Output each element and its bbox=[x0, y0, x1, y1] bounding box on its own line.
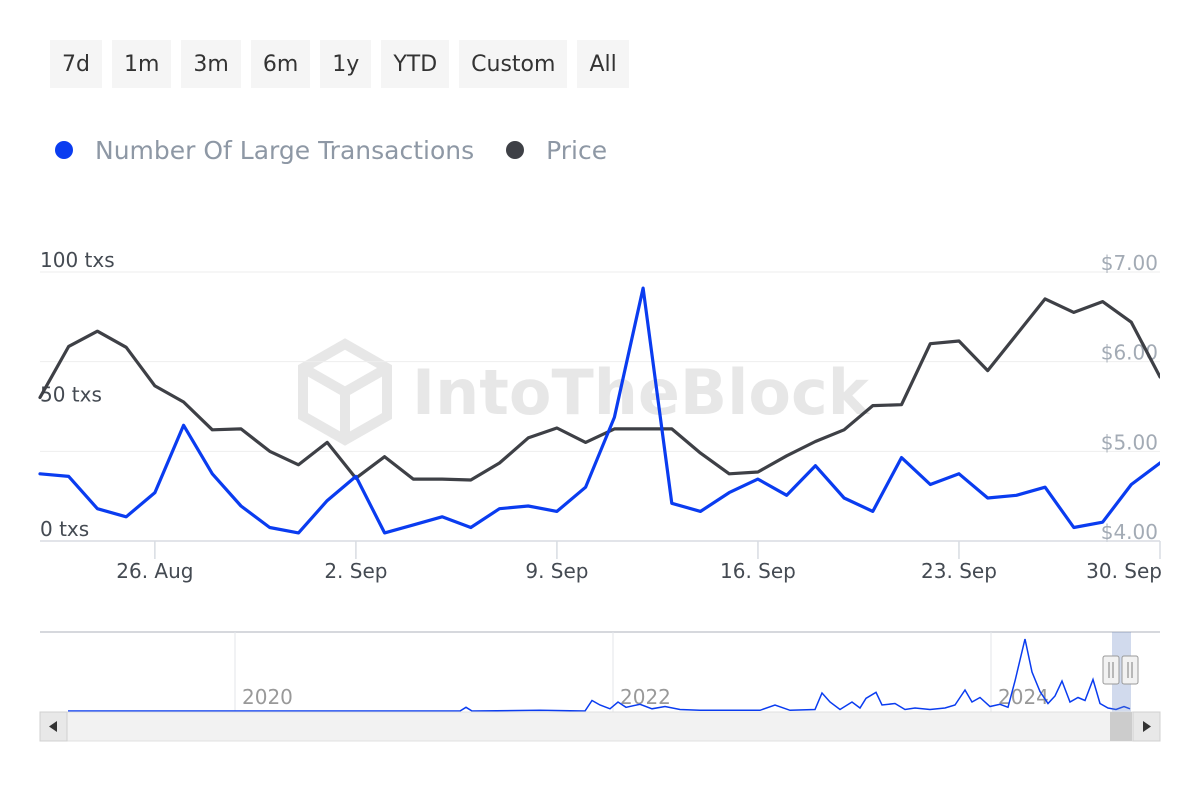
right-axis-tick-label: $5.00 bbox=[1101, 430, 1158, 454]
right-axis-tick-label: $6.00 bbox=[1101, 341, 1158, 365]
legend-item-number-of-large-transactions[interactable]: Number Of Large Transactions bbox=[55, 136, 474, 165]
range-button-6m[interactable]: 6m bbox=[250, 40, 311, 88]
navigator-scrollbar[interactable] bbox=[39, 711, 1161, 742]
chart-series bbox=[38, 286, 1160, 535]
x-axis-tick-label: 23. Sep bbox=[921, 559, 997, 583]
scrollbar-track[interactable] bbox=[39, 711, 1161, 742]
series-line-price bbox=[38, 297, 1160, 482]
range-button-3m[interactable]: 3m bbox=[181, 40, 241, 88]
legend-label: Number Of Large Transactions bbox=[95, 135, 475, 165]
right-axis-tick-label: $4.00 bbox=[1101, 520, 1158, 544]
legend-item-price[interactable]: Price bbox=[506, 136, 607, 165]
scroll-left-button[interactable] bbox=[39, 711, 68, 742]
range-button-custom[interactable]: Custom bbox=[459, 40, 568, 88]
chevron-right-icon bbox=[1143, 721, 1151, 732]
range-navigator: 2020 2022 2024 bbox=[39, 631, 1161, 742]
left-axis-tick-label: 50 txs bbox=[40, 383, 102, 407]
x-axis-tick-label: 2. Sep bbox=[324, 559, 387, 583]
watermark-logo-icon bbox=[298, 338, 392, 446]
x-axis-tick-label: 26. Aug bbox=[116, 559, 193, 583]
left-axis-tick-label: 100 txs bbox=[40, 248, 115, 272]
scroll-right-button[interactable] bbox=[1132, 711, 1161, 742]
watermark: IntoTheBlock bbox=[298, 338, 871, 446]
x-axis-tick-label: 30. Sep bbox=[1086, 559, 1162, 583]
range-button-all[interactable]: All bbox=[577, 40, 629, 88]
x-axis-tick-label: 16. Sep bbox=[720, 559, 796, 583]
navigator-right-handle[interactable] bbox=[1121, 655, 1139, 685]
legend-marker-icon bbox=[506, 141, 525, 159]
navigator-year-label: 2022 bbox=[620, 685, 671, 709]
scrollbar-thumb[interactable] bbox=[1110, 712, 1132, 741]
chevron-left-icon bbox=[49, 721, 57, 732]
range-button-ytd[interactable]: YTD bbox=[381, 40, 450, 88]
right-axis-tick-label: $7.00 bbox=[1101, 251, 1158, 275]
watermark-text: IntoTheBlock bbox=[412, 356, 871, 429]
range-button-1y[interactable]: 1y bbox=[320, 40, 372, 88]
legend-marker-icon bbox=[55, 141, 73, 159]
navigator-left-handle[interactable] bbox=[1102, 655, 1120, 685]
range-button-1m[interactable]: 1m bbox=[111, 40, 172, 88]
chart-axes: $4.00 $5.00 $6.00 $7.00 0 txs 50 txs 100 txs 26… bbox=[40, 248, 1162, 583]
time-range-selector: 7d 1m 3m 6m 1y YTD Custom All bbox=[50, 40, 629, 88]
legend-label: Price bbox=[546, 135, 608, 165]
x-axis-tick-label: 9. Sep bbox=[525, 559, 588, 583]
series-line-number-of-large-transactions bbox=[38, 286, 1160, 535]
navigator-year-label: 2020 bbox=[242, 685, 293, 709]
left-axis-tick-label: 0 txs bbox=[40, 517, 89, 541]
navigator-year-label: 2024 bbox=[998, 685, 1049, 709]
range-button-7d[interactable]: 7d bbox=[50, 40, 102, 88]
chart-legend: Number Of Large Transactions Price bbox=[55, 130, 639, 170]
navigator-series-line bbox=[68, 638, 1131, 712]
